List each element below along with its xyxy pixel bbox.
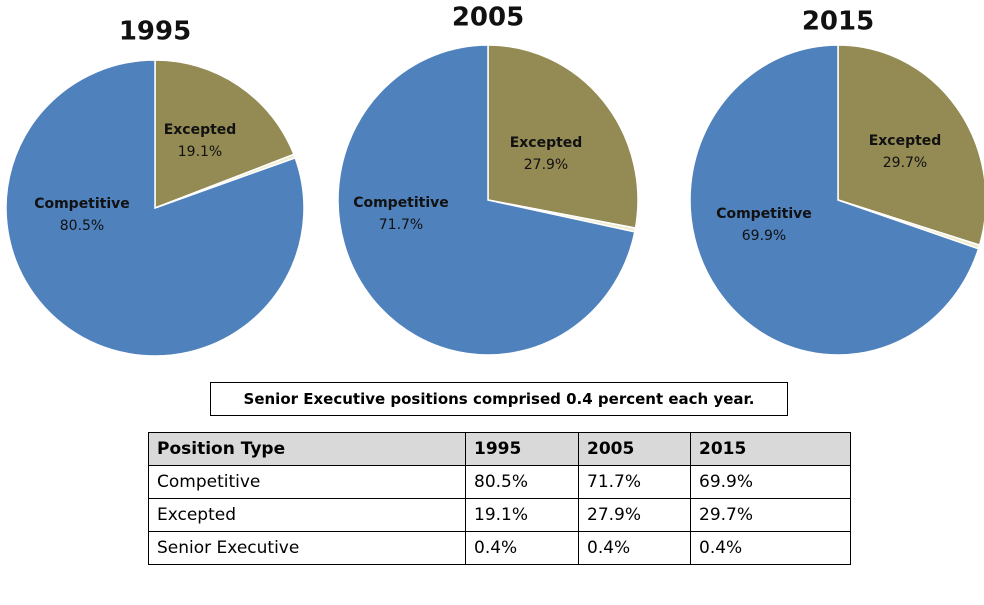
pie-slice [337, 44, 636, 356]
slice-value-label: 69.9% [742, 228, 786, 244]
table-row: Competitive 80.5% 71.7% 69.9% [148, 465, 851, 499]
table-row: Senior Executive 0.4% 0.4% 0.4% [148, 531, 851, 565]
slice-value-label: 80.5% [60, 218, 104, 234]
slice-label: Competitive [353, 195, 449, 211]
slice-label: Excepted [869, 133, 942, 149]
cell: 69.9% [690, 465, 851, 499]
pie-title: 2005 [452, 3, 524, 33]
slice-label: Competitive [716, 206, 812, 222]
note: Senior Executive positions comprised 0.4… [210, 382, 788, 416]
cell: 0.4% [690, 531, 851, 565]
slice-label: Competitive [34, 196, 130, 212]
cell: Senior Executive [148, 531, 466, 565]
header-cell: 1995 [465, 432, 579, 466]
slice-label: Excepted [164, 122, 237, 138]
cell: 80.5% [465, 465, 579, 499]
header-cell: 2005 [578, 432, 691, 466]
pie-slice [689, 44, 980, 356]
pie-title: 1995 [119, 17, 191, 47]
pie-slice [154, 59, 295, 210]
cell: Competitive [148, 465, 466, 499]
cell: 0.4% [465, 531, 579, 565]
pie-slice [487, 44, 639, 229]
cell: 0.4% [578, 531, 691, 565]
pie-slice [837, 44, 984, 247]
header-cell: Position Type [148, 432, 466, 466]
cell: 71.7% [578, 465, 691, 499]
cell: 29.7% [690, 498, 851, 532]
slice-label: Excepted [510, 135, 583, 151]
table-header: Position Type 1995 2005 2015 [148, 432, 851, 466]
slice-value-label: 29.7% [883, 155, 927, 171]
slice-value-label: 27.9% [524, 157, 568, 173]
slice-value-label: 71.7% [379, 217, 423, 233]
header-cell: 2015 [690, 432, 851, 466]
slice-value-label: 19.1% [178, 144, 222, 160]
pie-title: 2015 [802, 7, 874, 37]
pie-slice [5, 59, 305, 357]
table-row: Excepted 19.1% 27.9% 29.7% [148, 498, 851, 532]
cell: 27.9% [578, 498, 691, 532]
cell: Excepted [148, 498, 466, 532]
cell: 19.1% [465, 498, 579, 532]
pie-charts: 1995 Competitive 80.5% Excepted 19.1% 2005 Com… [5, 3, 984, 357]
data-table: Position Type 1995 2005 2015 Competitive… [148, 432, 851, 565]
